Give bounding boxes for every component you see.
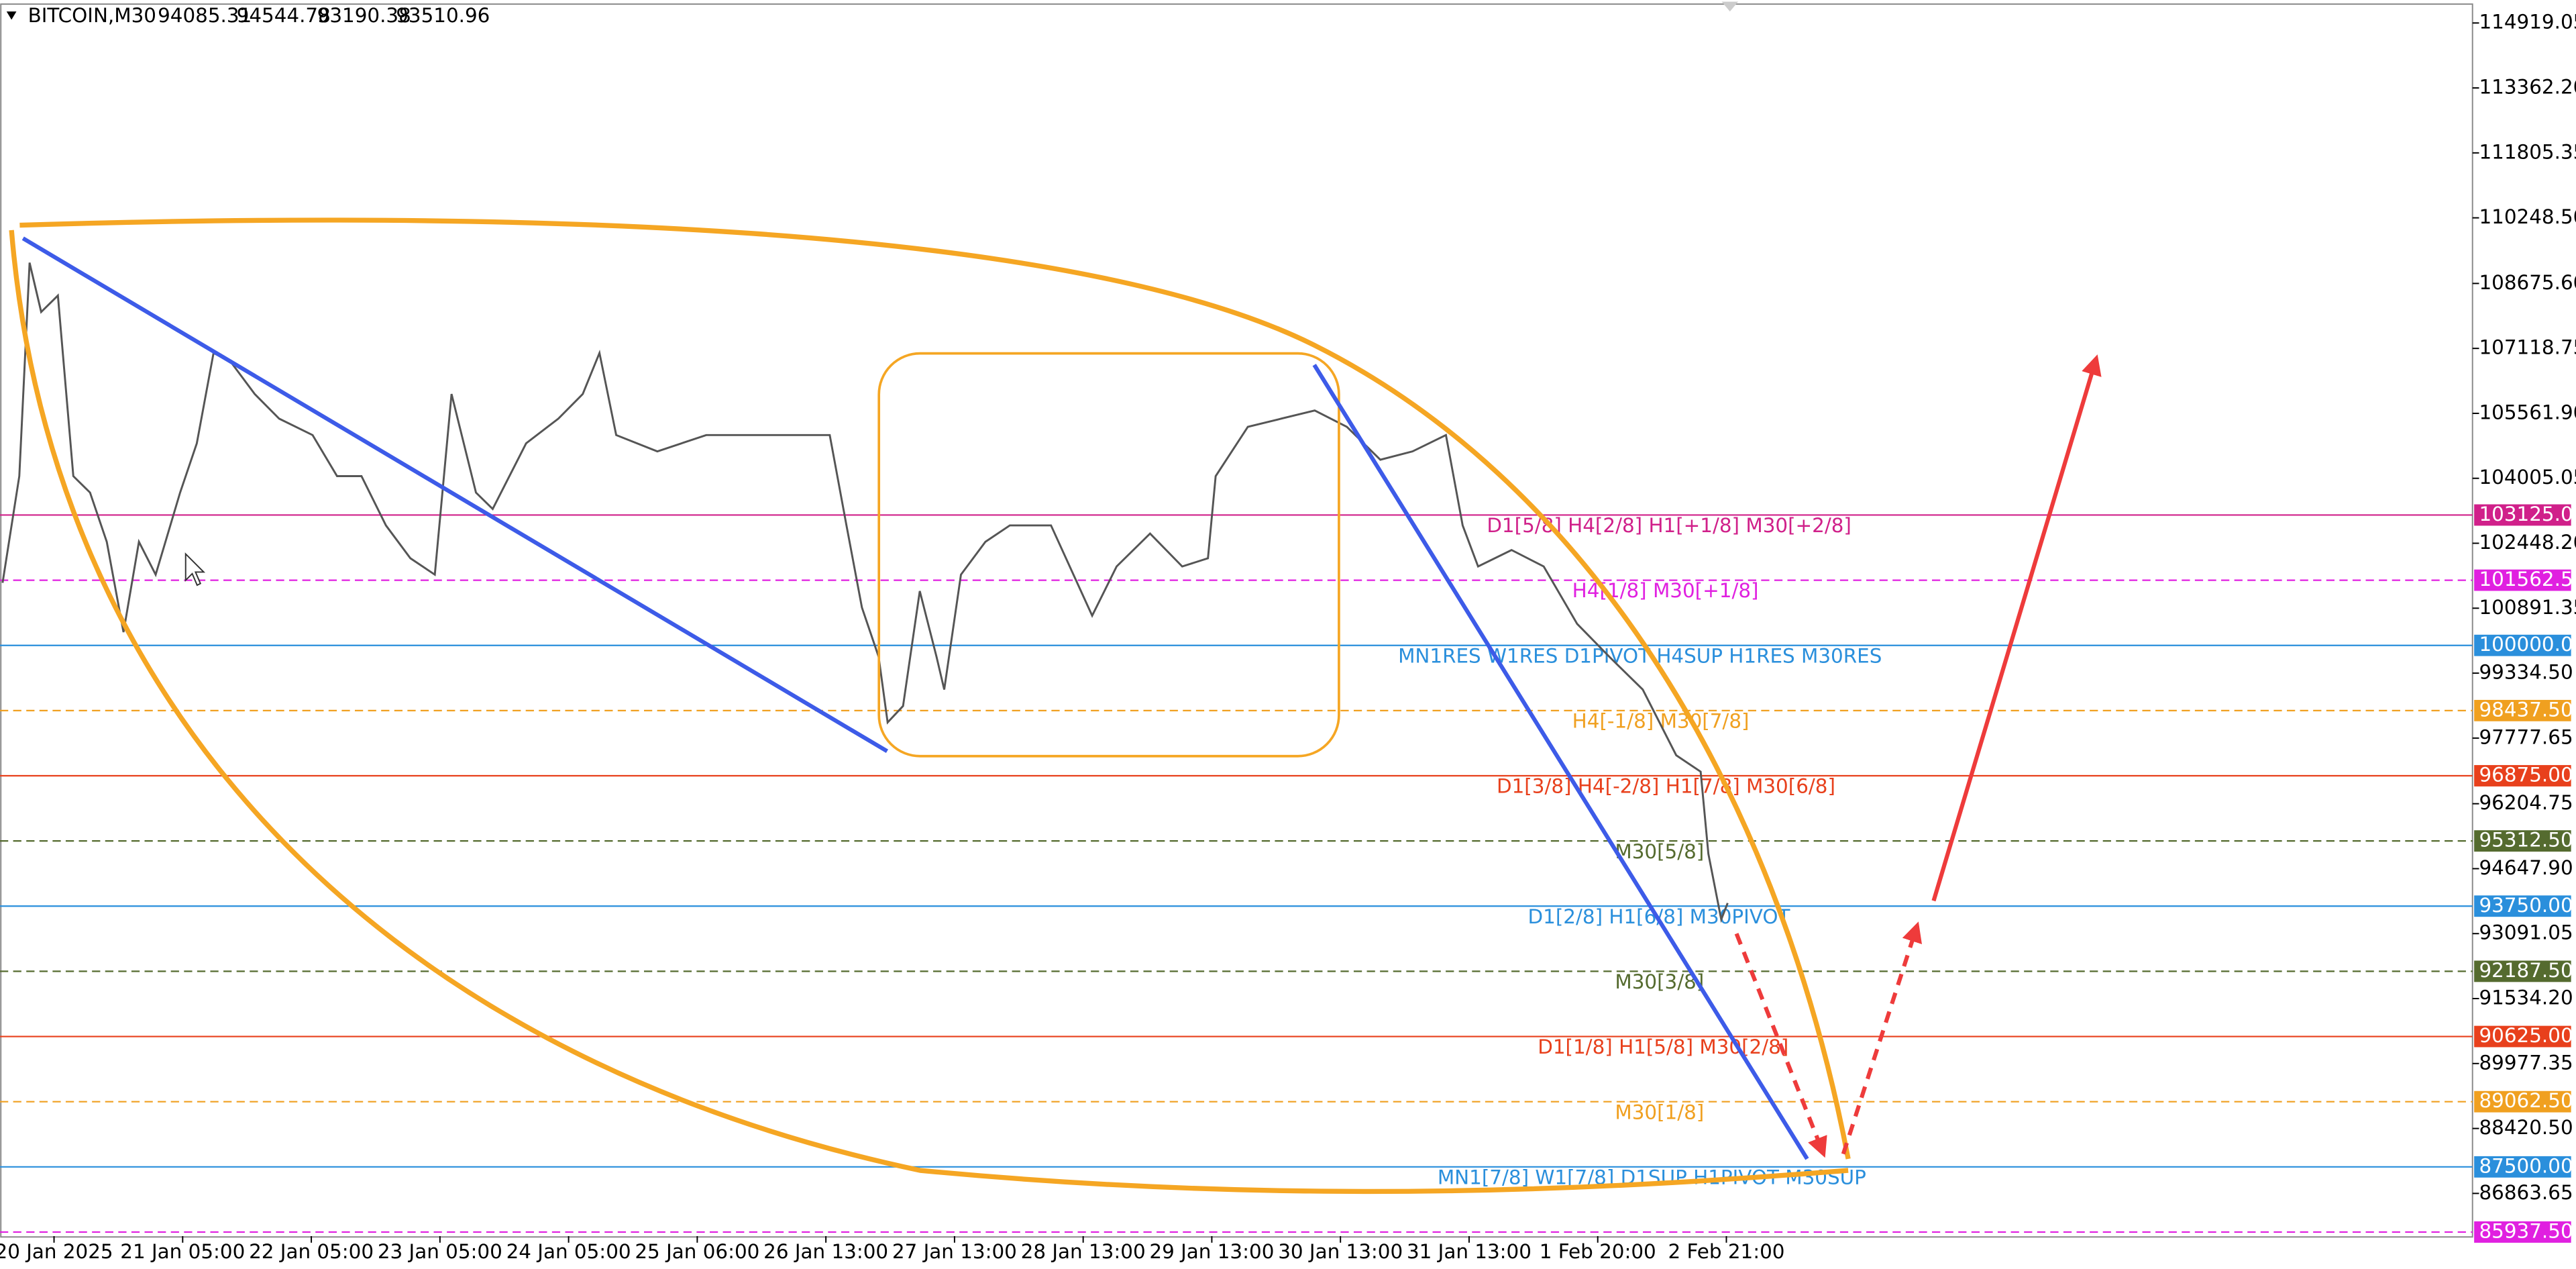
level-text: M30[3/8] [1615, 970, 1704, 993]
y-tick-label: 94647.90 [2479, 856, 2573, 879]
y-tick-label: 97777.65 [2479, 725, 2573, 748]
level-tag-label: 95312.50 [2479, 829, 2573, 852]
level-tag-label: 93750.00 [2479, 894, 2573, 917]
level-tag-label: 89062.50 [2479, 1089, 2573, 1112]
x-tick-label: 24 Jan 05:00 [506, 1240, 631, 1263]
y-tick-label: 108675.60 [2479, 271, 2576, 294]
ohlc-high: 94544.78 [237, 4, 331, 27]
level-tag-label: 96875.00 [2479, 763, 2573, 786]
plot-frame [0, 3, 2473, 1238]
y-tick-label: 100891.35 [2479, 596, 2576, 619]
axes: 114919.05 113362.20 111805.35 110248.50 1086… [0, 11, 2576, 1263]
y-tick-label: 91534.20 [2479, 986, 2573, 1009]
level-tag-label: 100000.00 [2479, 633, 2576, 656]
level-tag-label: 90625.00 [2479, 1024, 2573, 1047]
x-tick-label: 25 Jan 06:00 [635, 1240, 759, 1263]
level-tag [2474, 569, 2571, 591]
level-tag-label: 85937.50 [2479, 1219, 2573, 1242]
level-tag [2474, 634, 2571, 656]
level-tag [2474, 699, 2571, 721]
level-text: M30[1/8] [1615, 1101, 1704, 1123]
range-box [877, 352, 1340, 758]
level-text: M30[5/8] [1615, 840, 1704, 863]
y-tick-label: 110248.50 [2479, 205, 2576, 228]
orange-curve [9, 217, 1851, 1195]
x-tick-label: 23 Jan 05:00 [378, 1240, 502, 1263]
level-tag [2474, 1025, 2571, 1048]
y-tick-label: 86863.65 [2479, 1181, 2573, 1204]
level-tag [2474, 830, 2571, 852]
x-tick-label: 2 Feb 21:00 [1668, 1240, 1784, 1263]
y-tick-label: 105561.90 [2479, 401, 2576, 423]
level-tag-label: 103125.00 [2479, 503, 2576, 525]
trend-line [21, 236, 889, 754]
y-tick-label: 114919.05 [2479, 11, 2576, 34]
scroll-marker [1721, 1, 1739, 12]
arrow [1931, 354, 2102, 902]
symbol: BITCOIN,M30 [28, 4, 156, 27]
price [1, 262, 1729, 923]
trend-line [1312, 364, 1809, 1160]
y-tick-label: 111805.35 [2479, 140, 2576, 163]
level-tag-label: 87500.00 [2479, 1154, 2573, 1177]
level-text: MN1RES W1RES D1PIVOT H4SUP H1RES M30RES [1398, 644, 1882, 667]
y-tick-label: 96204.75 [2479, 791, 2573, 814]
level-tag-label: 92187.50 [2479, 959, 2573, 982]
header: BITCOIN,M30 94085.31 94544.78 93190.38 9… [6, 4, 490, 27]
y-tick-label: 102448.20 [2479, 531, 2576, 554]
y-tick-label: 107118.75 [2479, 336, 2576, 359]
x-tick-label: 21 Jan 05:00 [120, 1240, 245, 1263]
menu-arrow [6, 11, 17, 20]
level-tag-label: 98437.50 [2479, 698, 2573, 721]
level-text: H4[-1/8] M30[7/8] [1572, 710, 1750, 733]
x-tick-label: 20 Jan 2025 [0, 1240, 113, 1263]
level-tag [2474, 765, 2571, 786]
level-tag [2474, 1090, 2571, 1113]
level-tag [2474, 1156, 2571, 1178]
level-tag [2474, 895, 2571, 917]
y-tick-label: 113362.20 [2479, 76, 2576, 99]
x-tick-label: 31 Jan 13:00 [1407, 1240, 1532, 1263]
level-tag [2474, 1221, 2571, 1243]
x-tick-label: 26 Jan 13:00 [763, 1240, 888, 1263]
ohlc-close: 93510.96 [396, 4, 490, 27]
level-tag [2474, 960, 2571, 982]
x-tick-label: 1 Feb 20:00 [1540, 1240, 1656, 1263]
cursor [184, 552, 206, 587]
levels: D1[5/8] H4[2/8] H1[+1/8] M30[+2/8]H4[1/8… [0, 514, 2473, 1233]
y-tick-label: 99334.50 [2479, 661, 2573, 684]
drawings [9, 1, 2102, 1195]
y-tick-label: 104005.05 [2479, 466, 2576, 489]
x-tick-label: 22 Jan 05:00 [249, 1240, 374, 1263]
x-tick-label: 27 Jan 13:00 [892, 1240, 1017, 1263]
level-text: D1[3/8] H4[-2/8] H1[7/8] M30[6/8] [1497, 775, 1835, 798]
level-tag [2474, 504, 2571, 526]
level-tag-label: 101562.50 [2479, 568, 2576, 591]
x-tick-label: 29 Jan 13:00 [1149, 1240, 1274, 1263]
y-tick-label: 89977.35 [2479, 1051, 2573, 1074]
y-tick-label: 93091.05 [2479, 921, 2573, 944]
level-text: D1[1/8] H1[5/8] M30[2/8] [1538, 1035, 1788, 1058]
x-tick-label: 28 Jan 13:00 [1021, 1240, 1146, 1263]
price-line [1, 262, 1729, 923]
arrow [1734, 933, 1827, 1158]
arrow [1841, 921, 1922, 1155]
x-tick-label: 30 Jan 13:00 [1278, 1240, 1403, 1263]
ohlc-open: 94085.31 [158, 4, 252, 27]
ohlc-low: 93190.38 [317, 4, 411, 27]
y-tick-label: 88420.50 [2479, 1116, 2573, 1139]
